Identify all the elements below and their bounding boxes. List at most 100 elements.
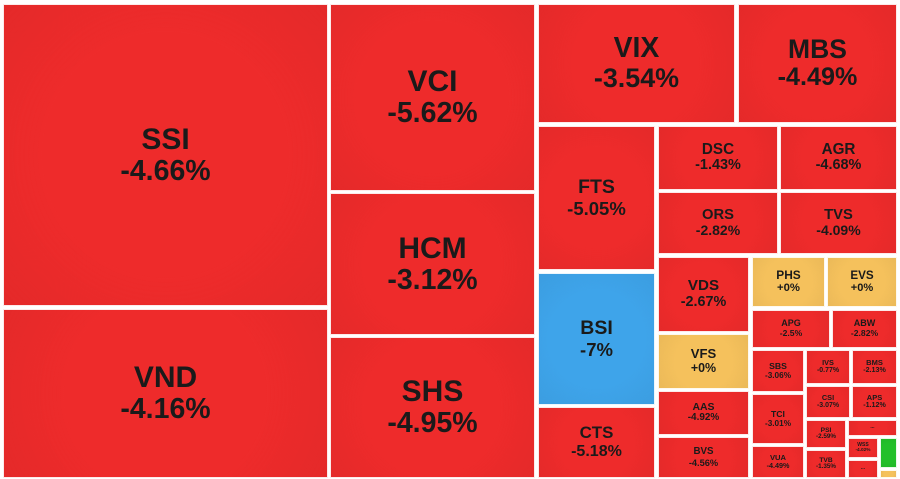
stock-tile[interactable]: APG -2.5% bbox=[752, 310, 830, 348]
ticker: PHS bbox=[776, 268, 801, 283]
ticker: TVS bbox=[824, 207, 853, 224]
change: -1.35% bbox=[815, 463, 837, 471]
ticker: VDS bbox=[687, 277, 720, 295]
change: -3.54% bbox=[593, 63, 680, 94]
change: -4.56% bbox=[688, 457, 719, 468]
stock-tile[interactable]: VDS -2.67% bbox=[658, 257, 749, 332]
change: -4.02% bbox=[855, 448, 871, 454]
change: -7% bbox=[580, 338, 613, 360]
ticker: ... bbox=[860, 465, 866, 472]
ticker: AAS bbox=[692, 401, 715, 413]
stock-tile[interactable]: PHS +0% bbox=[752, 257, 825, 307]
stock-tile[interactable]: ABW -2.82% bbox=[832, 310, 897, 348]
change: -5.62% bbox=[387, 97, 478, 130]
stock-tile[interactable]: IVS -0.77% bbox=[806, 350, 850, 384]
ticker: AGR bbox=[821, 140, 856, 158]
stock-tile[interactable]: VCI -5.62% bbox=[330, 4, 535, 191]
change: -4.66% bbox=[120, 154, 211, 187]
change: -2.59% bbox=[815, 433, 837, 441]
stock-tile[interactable]: ORS -2.82% bbox=[658, 192, 778, 254]
ticker: EVS bbox=[850, 268, 874, 282]
change: -4.09% bbox=[816, 222, 861, 239]
ticker: TVB bbox=[819, 456, 833, 464]
change: -2.82% bbox=[850, 328, 879, 339]
ticker: VFS bbox=[690, 346, 717, 362]
ticker: ... bbox=[870, 424, 875, 431]
change: -2.67% bbox=[680, 293, 727, 310]
ticker: MBS bbox=[788, 34, 847, 65]
change: -4.68% bbox=[815, 157, 862, 174]
stock-tile[interactable]: VIX -3.54% bbox=[538, 4, 735, 123]
stock-tile[interactable]: ... bbox=[848, 460, 878, 478]
stock-tile[interactable]: CSI -3.07% bbox=[806, 386, 850, 418]
ticker: ORS bbox=[702, 207, 734, 224]
change: -5.18% bbox=[571, 441, 622, 460]
ticker: VND bbox=[133, 361, 198, 395]
stock-tile[interactable]: VFS +0% bbox=[658, 334, 749, 389]
ticker: SSI bbox=[141, 122, 190, 156]
change: -2.13% bbox=[863, 366, 886, 375]
change: -4.16% bbox=[120, 393, 211, 426]
change: -1.12% bbox=[863, 401, 886, 410]
stock-tile[interactable]: SSI -4.66% bbox=[3, 4, 328, 306]
ticker: APS bbox=[866, 392, 883, 402]
change: +0% bbox=[690, 360, 717, 375]
ticker: IVS bbox=[822, 358, 834, 368]
ticker: PSI bbox=[820, 426, 832, 434]
stock-tile[interactable]: TVS -4.09% bbox=[780, 192, 897, 254]
stock-tile[interactable]: SBS -3.06% bbox=[752, 350, 804, 392]
ticker: WSS bbox=[857, 441, 869, 448]
ticker: VIX bbox=[613, 32, 660, 65]
change: +0% bbox=[850, 282, 874, 295]
stock-tile[interactable]: BSI -7% bbox=[538, 273, 655, 405]
stock-tile[interactable]: FTS -5.05% bbox=[538, 126, 655, 270]
change: -0.77% bbox=[816, 367, 840, 375]
stock-tile[interactable]: EVS +0% bbox=[827, 257, 897, 307]
stock-tile[interactable]: BMS -2.13% bbox=[852, 350, 897, 384]
stock-tile[interactable]: WSS -4.02% bbox=[848, 438, 878, 458]
ticker: SBS bbox=[769, 360, 787, 371]
change: -3.06% bbox=[764, 371, 792, 381]
stock-tile[interactable] bbox=[880, 470, 897, 478]
ticker: CSI bbox=[821, 393, 835, 403]
stock-tile[interactable]: MBS -4.49% bbox=[738, 4, 897, 123]
ticker: APG bbox=[781, 318, 801, 329]
stock-tile[interactable]: AAS -4.92% bbox=[658, 391, 749, 435]
stock-tile[interactable]: SHS -4.95% bbox=[330, 337, 535, 478]
ticker: SHS bbox=[401, 375, 464, 409]
change: -1.43% bbox=[695, 157, 741, 174]
ticker: ABW bbox=[853, 318, 876, 329]
change: -3.07% bbox=[816, 402, 840, 410]
change: +0% bbox=[777, 282, 800, 295]
stock-tile[interactable]: HCM -3.12% bbox=[330, 193, 535, 335]
stock-tile[interactable]: APS -1.12% bbox=[852, 386, 897, 418]
stock-tile[interactable]: VND -4.16% bbox=[3, 309, 328, 478]
change: -2.82% bbox=[695, 222, 741, 239]
stock-tile[interactable]: BVS -4.56% bbox=[658, 437, 749, 478]
stock-tile[interactable]: ... bbox=[848, 420, 897, 436]
change: -4.49% bbox=[777, 63, 858, 92]
stock-tile[interactable]: TVB -1.35% bbox=[806, 450, 846, 478]
stock-tile[interactable]: AGR -4.68% bbox=[780, 126, 897, 190]
ticker: HCM bbox=[398, 231, 467, 265]
stock-tile[interactable]: DSC -1.43% bbox=[658, 126, 778, 190]
ticker: VCI bbox=[407, 65, 458, 99]
stock-tile[interactable]: PSI -2.59% bbox=[806, 420, 846, 448]
ticker: DSC bbox=[701, 140, 735, 158]
ticker: BVS bbox=[693, 446, 714, 458]
change: -4.49% bbox=[766, 461, 790, 471]
stock-tile[interactable]: VUA -4.49% bbox=[752, 446, 804, 478]
ticker: CTS bbox=[579, 423, 614, 443]
ticker: BMS bbox=[866, 357, 883, 367]
stock-tile[interactable]: CTS -5.18% bbox=[538, 407, 655, 478]
ticker: BSI bbox=[580, 317, 613, 340]
stock-tile[interactable]: TCI -3.01% bbox=[752, 394, 804, 444]
change: -2.5% bbox=[779, 328, 803, 339]
stock-tile[interactable] bbox=[880, 438, 897, 468]
change: -5.05% bbox=[567, 197, 626, 219]
change: -3.01% bbox=[764, 419, 792, 429]
change: -3.12% bbox=[387, 263, 478, 296]
change: -4.92% bbox=[687, 412, 720, 424]
ticker: TCI bbox=[771, 408, 785, 419]
